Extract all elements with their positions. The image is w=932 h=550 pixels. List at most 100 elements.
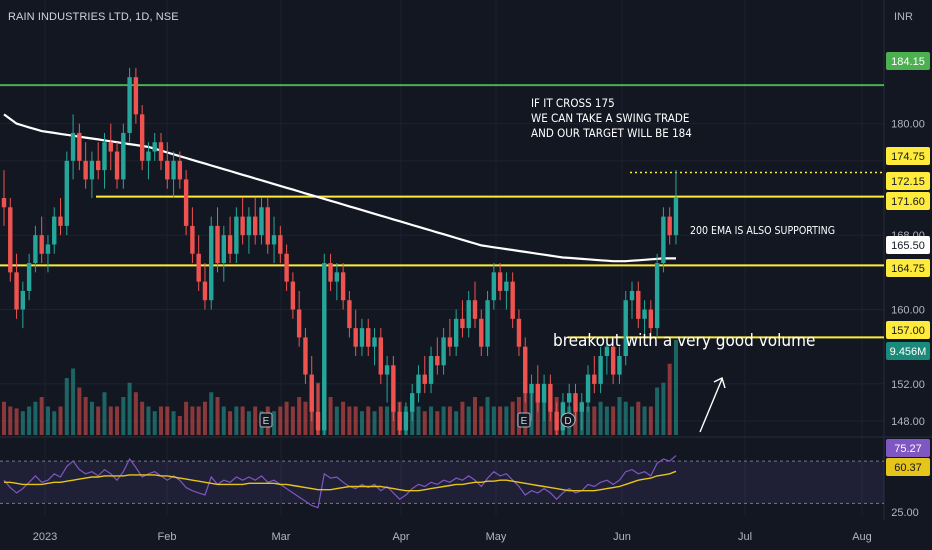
volume-bar [655, 387, 660, 435]
volume-bar [630, 406, 634, 435]
candle [654, 263, 660, 329]
candle [340, 272, 346, 301]
volume-bar [290, 406, 295, 435]
candle [479, 318, 484, 347]
candle [642, 309, 647, 319]
candle [579, 402, 584, 412]
volume-bar [498, 406, 503, 435]
volume-bar [272, 411, 277, 435]
candle [416, 374, 421, 394]
volume-bar [366, 406, 371, 435]
candle [177, 160, 183, 180]
volume-bar [378, 406, 383, 435]
candle [253, 216, 258, 236]
volume-bar [165, 406, 170, 435]
candle [190, 225, 195, 254]
dividend-marker [560, 412, 576, 428]
price-label-box [886, 321, 930, 339]
candle [158, 142, 164, 161]
candle [52, 216, 57, 245]
candle [535, 383, 540, 403]
candle [20, 290, 26, 310]
earnings-marker [259, 412, 273, 428]
volume-bar [240, 406, 245, 435]
candle [497, 272, 503, 291]
volume-bar [278, 406, 283, 435]
candle [1, 198, 7, 208]
volume-bar [592, 406, 597, 435]
volume-bar [253, 406, 258, 435]
candle [485, 300, 490, 347]
candle [372, 337, 377, 347]
candle [504, 281, 509, 291]
volume-bar [636, 401, 641, 435]
candle [441, 337, 446, 366]
volume-bar [341, 401, 346, 435]
earnings-marker [517, 412, 531, 428]
price-label: 184.15 [891, 56, 925, 68]
time-tick: 2023 [33, 531, 57, 543]
time-tick: Apr [392, 531, 409, 543]
candle [165, 160, 170, 180]
ema-200-line [3, 113, 676, 263]
volume-bar [353, 406, 358, 435]
volume-bar [228, 411, 233, 435]
candle [384, 365, 390, 375]
candle [366, 328, 371, 347]
volume-bar [491, 406, 496, 435]
volume-bar [673, 340, 678, 435]
volume-bar [133, 392, 138, 435]
volume-bar [177, 416, 182, 435]
candle [447, 337, 453, 347]
candle [133, 77, 139, 115]
candle [64, 160, 69, 226]
candle [334, 272, 340, 282]
volume-bar [96, 406, 101, 435]
time-tick: Jul [738, 531, 752, 543]
candle [227, 235, 233, 254]
candle [8, 207, 13, 273]
volume-bar [8, 406, 13, 435]
volume-label: 9.456M [890, 346, 927, 358]
candle [121, 132, 126, 180]
volume-bar [196, 406, 201, 435]
time-tick: Aug [852, 531, 872, 543]
volume-bar [115, 406, 120, 435]
price-tick: 152.00 [891, 379, 925, 391]
volume-bar [466, 406, 471, 435]
volume-bar [140, 401, 145, 435]
volume-bar [441, 406, 446, 435]
arrow-icon [699, 377, 726, 433]
time-axis[interactable]: 2023 Feb Mar Apr May Jun Jul Aug [33, 531, 872, 543]
candle [617, 356, 622, 375]
price-label: 172.15 [891, 176, 925, 188]
rsi-ma-line [4, 470, 677, 492]
candle [309, 374, 314, 412]
candle [516, 318, 522, 347]
candle [315, 411, 321, 431]
price-axis[interactable]: 180.00176.00168.00160.00152.00148.00184.… [886, 52, 930, 519]
candle [567, 393, 572, 403]
marker-label: E [263, 416, 270, 427]
volume-bar [121, 397, 126, 435]
volume-bar [45, 406, 50, 435]
volume-bar [33, 401, 38, 435]
volume-bar [52, 411, 57, 435]
volume-bar [648, 406, 653, 435]
candle [26, 263, 32, 291]
volume-bar [479, 406, 484, 435]
candle [108, 142, 113, 152]
volume-bar [284, 401, 289, 435]
volume-bar [102, 392, 107, 435]
volume-bar [623, 401, 628, 435]
candle [422, 374, 427, 384]
candle [435, 356, 440, 366]
volume-bar [202, 401, 207, 435]
candle [510, 281, 515, 319]
volume-bar [435, 411, 440, 435]
candle [58, 216, 63, 226]
marker-label: E [521, 416, 528, 427]
rsi-line [3, 455, 677, 509]
volume-bar [58, 406, 63, 435]
